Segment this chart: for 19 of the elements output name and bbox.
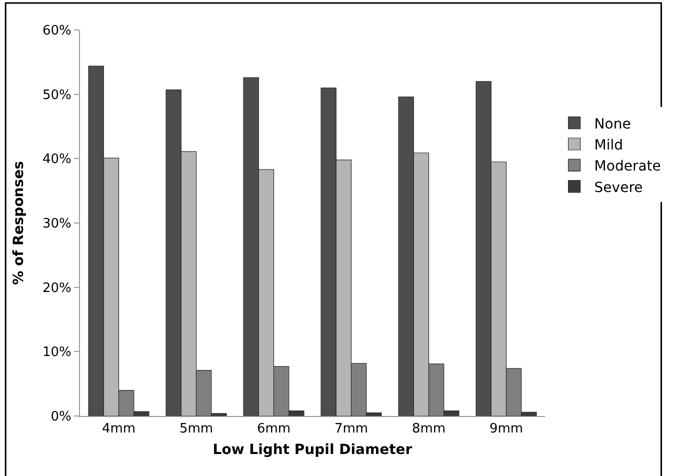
x-tick-label: 9mm <box>489 422 524 437</box>
legend-label: Mild <box>594 137 624 154</box>
y-tick-label: 60% <box>42 24 72 39</box>
x-tick-label: 8mm <box>412 422 446 437</box>
y-tick-label: 40% <box>42 152 72 168</box>
x-tick-label: 5mm <box>179 422 214 437</box>
legend-label: None <box>594 116 631 132</box>
x-axis-title: Low Light Pupil Diameter <box>212 442 412 458</box>
x-tick-label: 6mm <box>256 422 291 437</box>
y-tick-label: 20% <box>42 280 72 296</box>
y-tick-label: 50% <box>42 88 72 103</box>
x-tick-label: 7mm <box>334 422 368 437</box>
legend-label: Moderate <box>594 158 661 175</box>
legend-label: Severe <box>594 180 643 196</box>
x-tick-label: 4mm <box>102 422 136 437</box>
y-axis-title: % of Responses <box>11 161 28 285</box>
y-tick-label: 0% <box>50 410 72 425</box>
y-tick-label: 10% <box>42 345 72 360</box>
y-tick-label: 30% <box>42 216 72 232</box>
